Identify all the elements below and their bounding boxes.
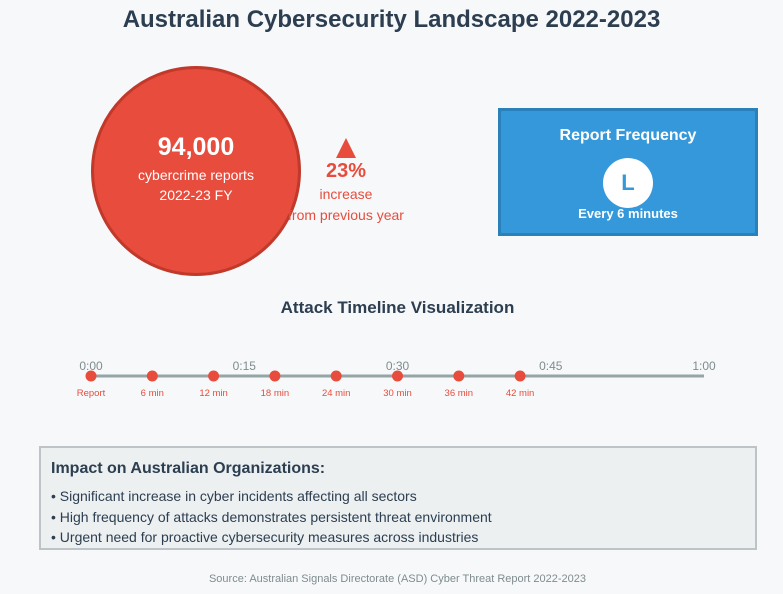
reports-number: 94,000 [157, 133, 235, 161]
timeline-event-dot [392, 370, 403, 382]
timeline-event-label: 36 min [445, 388, 474, 399]
timeline-event-label: 18 min [261, 388, 290, 399]
timeline-event-dot [330, 370, 342, 382]
increase-indicator: 23% increase from previous year [280, 138, 412, 225]
timeline-tick-label: 0:30 [386, 359, 410, 373]
report-frequency-box: Report Frequency L Every 6 minutes [498, 108, 758, 236]
increase-sublabel: from previous year [288, 207, 404, 223]
timeline-event-label: 30 min [383, 388, 412, 399]
timeline-event-dot [146, 370, 158, 382]
timeline-event-dot [269, 370, 281, 382]
frequency-value: Every 6 minutes [578, 206, 678, 221]
timeline-event-dot [85, 370, 97, 382]
increase-label: increase [319, 186, 373, 202]
impact-title: Impact on Australian Organizations: [51, 460, 326, 477]
increase-percent: 23% [325, 160, 367, 182]
timeline-event-dot [514, 370, 526, 382]
timeline-event-label: 12 min [199, 388, 228, 399]
page-title: Australian Cybersecurity Landscape 2022-… [122, 6, 661, 33]
reports-circle: 94,000 cybercrime reports 2022-23 FY [91, 66, 301, 276]
timeline-tick-label: 1:00 [692, 359, 716, 373]
impact-item: • Urgent need for proactive cybersecurit… [51, 529, 479, 545]
frequency-title: Report Frequency [559, 127, 697, 144]
timeline-tick-label: 0:15 [233, 359, 257, 373]
impact-item: • High frequency of attacks demonstrates… [51, 508, 492, 525]
impact-panel: Impact on Australian Organizations: • Si… [39, 446, 757, 550]
up-arrow-icon [336, 138, 356, 158]
clock-icon: L [603, 158, 653, 208]
timeline-event-label: Report [77, 388, 106, 399]
timeline-tick-label: 0:00 [79, 359, 103, 373]
timeline-title: Attack Timeline Visualization [280, 298, 515, 317]
attack-timeline: 0:00 0:15 0:30 0:45 1:00 Report 6 min 12 min 18 … [77, 359, 716, 399]
timeline-event-dot [453, 370, 465, 382]
reports-label: cybercrime reports [138, 167, 254, 183]
timeline-event-label: 42 min [506, 388, 535, 399]
timeline-event-label: 24 min [322, 388, 351, 399]
timeline-tick-label: 0:45 [539, 359, 563, 373]
timeline-event-label: 6 min [141, 388, 164, 399]
impact-list: • Significant increase in cyber incident… [51, 486, 492, 548]
source-caption: Source: Australian Signals Directorate (… [208, 573, 587, 585]
impact-item: • Significant increase in cyber incident… [51, 488, 417, 504]
timeline-event-dot [208, 370, 220, 382]
reports-period: 2022-23 FY [159, 187, 233, 203]
